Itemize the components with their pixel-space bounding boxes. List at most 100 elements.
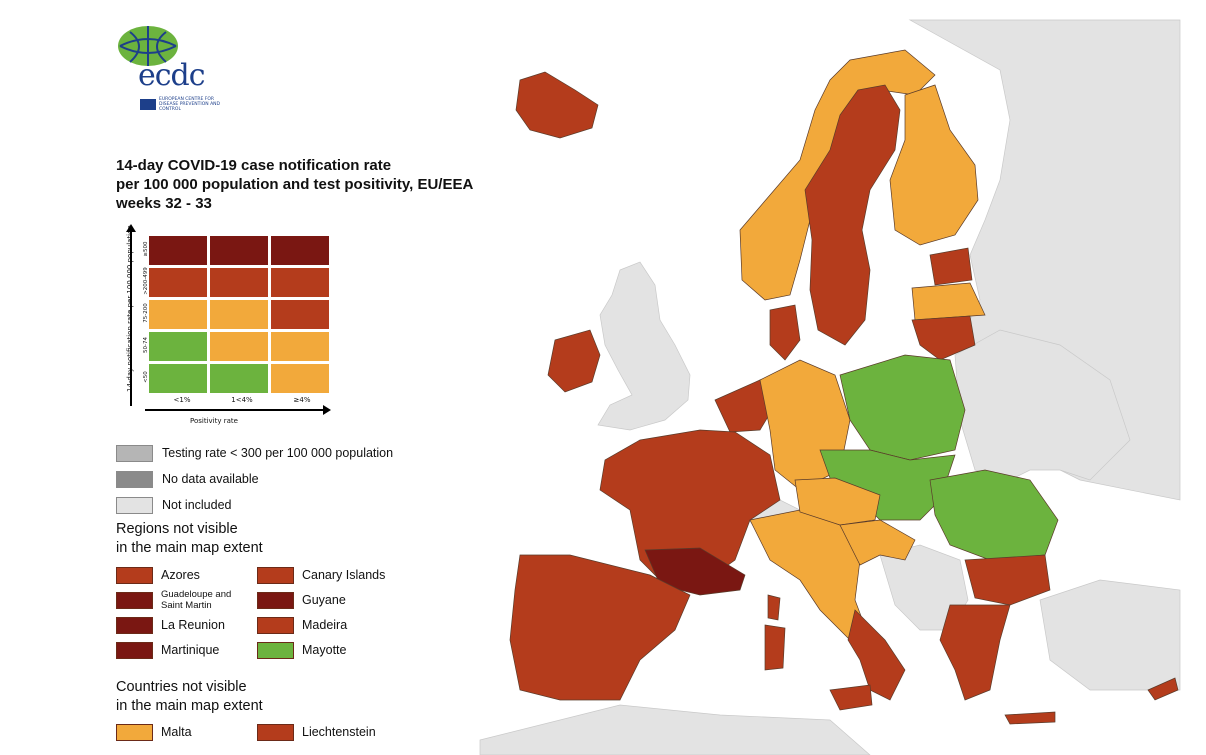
matrix-cell-0-0 <box>148 235 208 266</box>
title-line-1: 14-day COVID-19 case notification rate <box>116 157 392 174</box>
regions-heading-line-1: Regions not visible <box>116 521 238 537</box>
map-title: 14-day COVID-19 case notification rate p… <box>116 156 473 213</box>
legend-item-mayotte: Mayotte <box>257 641 346 659</box>
legend-swatch <box>257 723 294 741</box>
legend-swatch <box>116 616 153 634</box>
map-iberia <box>509 554 691 701</box>
legend-testing-rate-label: Testing rate < 300 per 100 000 populatio… <box>162 446 394 460</box>
map-sicily <box>829 684 873 711</box>
matrix-cell-1-2 <box>270 267 330 298</box>
matrix-cell-4-2 <box>270 363 330 394</box>
not-included-land <box>479 19 1181 755</box>
countries-heading-line-1: Countries not visible <box>116 679 247 695</box>
x-tick-lt1: <1% <box>173 396 191 404</box>
legend-label: Madeira <box>302 618 348 632</box>
legend-item-canary-islands: Canary Islands <box>257 566 385 584</box>
legend-item-guadeloupe-and-saint-martin: Guadeloupe and Saint Martin <box>116 589 251 611</box>
legend-swatch <box>257 591 294 609</box>
eu-flag-icon <box>140 99 156 110</box>
matrix-x-axis <box>145 409 325 411</box>
belarus-ukraine <box>954 329 1131 481</box>
matrix-y-axis <box>130 228 132 406</box>
uk-landmass <box>597 261 691 431</box>
map-italy-south <box>847 609 906 701</box>
regions-heading: Regions not visible in the main map exte… <box>116 520 263 558</box>
x-tick-1-4: 1<4% <box>231 396 253 404</box>
matrix-cell-1-0 <box>148 267 208 298</box>
legend-swatch <box>257 641 294 659</box>
map-sweden <box>804 84 901 346</box>
matrix-cell-0-1 <box>209 235 269 266</box>
map-lithuania <box>911 315 976 361</box>
legend-item-azores: Azores <box>116 566 200 584</box>
logo-wordmark: ecdc <box>138 58 206 93</box>
globe-icon <box>118 26 178 66</box>
legend-swatch <box>116 566 153 584</box>
matrix-cell-0-2 <box>270 235 330 266</box>
matrix-cell-1-1 <box>209 267 269 298</box>
title-line-3: weeks 32 - 33 <box>116 195 212 212</box>
legend-swatch <box>116 591 153 609</box>
map-croatia <box>839 519 916 566</box>
legend-not-included: Not included <box>116 496 232 514</box>
map-poland <box>839 354 966 461</box>
legend-swatch <box>116 723 153 741</box>
legend-item-madeira: Madeira <box>257 616 347 634</box>
map-sardinia <box>764 624 786 671</box>
legend-not-included-label: Not included <box>162 498 232 512</box>
matrix-x-axis-title: Positivity rate <box>190 417 238 425</box>
matrix-cell-3-0 <box>148 331 208 362</box>
map-greece <box>939 604 1011 701</box>
logo-subtitle: EUROPEAN CENTRE FOR DISEASE PREVENTION A… <box>159 97 220 112</box>
map-bulgaria <box>964 554 1051 606</box>
map-corsica <box>767 594 781 621</box>
legend-label: Azores <box>161 568 200 582</box>
legend-matrix <box>148 235 332 395</box>
map-romania <box>929 469 1059 561</box>
matrix-cell-3-2 <box>270 331 330 362</box>
legend-item-martinique: Martinique <box>116 641 219 659</box>
swatch-not-included <box>116 496 153 514</box>
matrix-cell-2-2 <box>270 299 330 330</box>
legend-no-data-label: No data available <box>162 472 259 486</box>
map-denmark <box>769 304 801 361</box>
legend-label: Guadeloupe and Saint Martin <box>161 589 232 611</box>
legend-swatch <box>257 566 294 584</box>
legend-no-data: No data available <box>116 470 259 488</box>
x-arrow-icon <box>323 405 331 415</box>
map-crete <box>1004 711 1056 725</box>
regions-heading-line-2: in the main map extent <box>116 540 263 556</box>
matrix-cell-2-0 <box>148 299 208 330</box>
y-arrow-icon <box>126 224 136 232</box>
map-finland <box>889 84 979 246</box>
north-africa <box>479 704 871 755</box>
turkey <box>1039 579 1181 691</box>
map-austria <box>794 477 881 526</box>
map-ireland <box>547 329 601 393</box>
countries-heading-line-2: in the main map extent <box>116 698 263 714</box>
matrix-cell-2-1 <box>209 299 269 330</box>
eu-countries <box>509 49 1179 725</box>
matrix-cell-4-0 <box>148 363 208 394</box>
legend-swatch <box>257 616 294 634</box>
legend-testing-rate: Testing rate < 300 per 100 000 populatio… <box>116 444 393 462</box>
legend-swatch <box>116 641 153 659</box>
map-latvia <box>911 282 986 321</box>
legend-item-liechtenstein: Liechtenstein <box>257 723 376 741</box>
legend-label: Martinique <box>161 643 220 657</box>
legend-label: Canary Islands <box>302 568 386 582</box>
matrix-cell-4-1 <box>209 363 269 394</box>
countries-heading: Countries not visible in the main map ex… <box>116 678 263 716</box>
legend-item-malta: Malta <box>116 723 192 741</box>
legend-item-guyane: Guyane <box>257 591 346 609</box>
legend-label: Guyane <box>302 593 346 607</box>
map-cyprus <box>1147 677 1179 701</box>
title-line-2: per 100 000 population and test positivi… <box>116 176 474 193</box>
map-iceland <box>515 71 599 139</box>
x-tick-ge4: ≥4% <box>293 396 311 404</box>
legend-item-la-reunion: La Reunion <box>116 616 225 634</box>
map-estonia <box>929 247 973 286</box>
legend-label: La Reunion <box>161 618 225 632</box>
matrix-cell-3-1 <box>209 331 269 362</box>
